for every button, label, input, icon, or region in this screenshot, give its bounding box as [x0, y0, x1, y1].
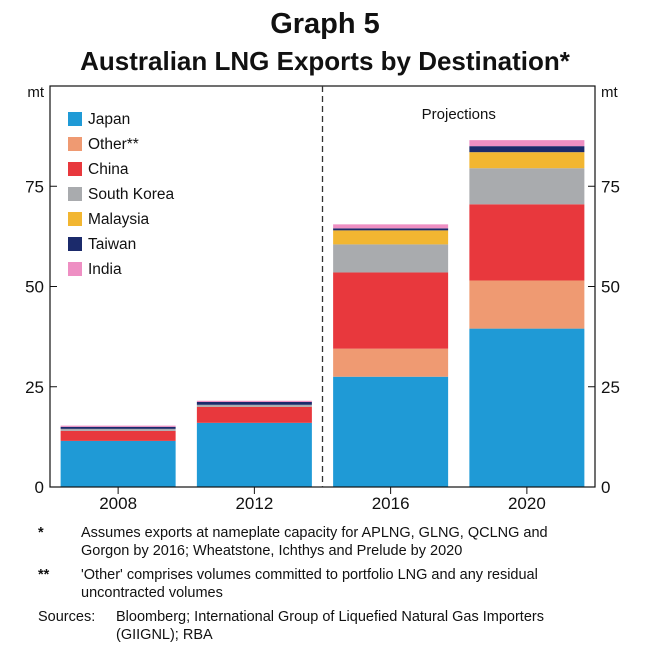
y-tick-label-right: 25 [601, 378, 620, 397]
x-tick-label: 2020 [508, 494, 546, 513]
footnote-1-mark: * [38, 525, 44, 541]
footnote-1-text: Assumes exports at nameplate capacity fo… [81, 525, 548, 559]
bar-2016-japan [333, 376, 449, 487]
bar-2016-south-korea [333, 244, 449, 273]
legend-label: Japan [88, 111, 130, 128]
bar-2016-india [333, 224, 449, 229]
legend-swatch [68, 212, 82, 226]
projections-label: Projections [422, 106, 496, 123]
y-unit-left: mt [27, 84, 44, 101]
y-tick-label-left: 75 [25, 177, 44, 196]
bar-2012-south-korea [196, 404, 312, 407]
chart-title: Australian LNG Exports by Destination* [80, 46, 570, 76]
lng-exports-chart: 2008 2012 2016 2020 Projections 0 0 25 25 50 50 75 7… [25, 84, 620, 513]
footnote-1: * Assumes exports at nameplate capacity … [38, 524, 598, 560]
bar-2016-china [333, 272, 449, 349]
bar-2020-japan [469, 328, 585, 487]
sources-text: Bloomberg; International Group of Liquef… [116, 609, 544, 643]
legend-swatch [68, 162, 82, 176]
legend-swatch [68, 137, 82, 151]
bar-2012-china [196, 406, 312, 423]
bar-2008-china [60, 430, 176, 441]
y-tick-label-left: 50 [25, 278, 44, 297]
sources: Sources: Bloomberg; International Group … [38, 608, 598, 644]
y-unit-right: mt [601, 84, 618, 101]
bar-2020-south-korea [469, 168, 585, 205]
y-tick-label-right: 75 [601, 177, 620, 196]
legend-label: Malaysia [88, 211, 150, 228]
bar-2016-other [333, 348, 449, 377]
bar-2008-taiwan [60, 426, 176, 429]
bar-2020-india [469, 140, 585, 147]
bar-2020-other [469, 280, 585, 329]
legend-swatch [68, 237, 82, 251]
bar-2008-south-korea [60, 428, 176, 431]
y-tick-label-left: 0 [35, 478, 44, 497]
footnote-2-mark: ** [38, 567, 50, 583]
legend-label: India [88, 261, 122, 278]
x-tick-label: 2016 [372, 494, 410, 513]
legend-label: China [88, 161, 129, 178]
y-tick-label-left: 25 [25, 378, 44, 397]
graph-number: Graph 5 [270, 8, 380, 40]
legend-swatch [68, 262, 82, 276]
x-tick-label: 2012 [235, 494, 273, 513]
footnotes: * Assumes exports at nameplate capacity … [38, 524, 598, 644]
bar-2020-malaysia [469, 152, 585, 169]
y-tick-label-right: 0 [601, 478, 610, 497]
bar-2012-india [196, 400, 312, 402]
bar-2020-china [469, 204, 585, 281]
footnote-2: ** 'Other' comprises volumes committed t… [38, 566, 598, 602]
y-tick-label-right: 50 [601, 278, 620, 297]
legend-label: Taiwan [88, 236, 136, 253]
x-tick-label: 2008 [99, 494, 137, 513]
legend-swatch [68, 112, 82, 126]
bar-2008-india [60, 425, 176, 427]
sources-label: Sources: [38, 609, 96, 625]
bar-2012-taiwan [196, 401, 312, 405]
bar-2020-taiwan [469, 146, 585, 153]
legend-swatch [68, 187, 82, 201]
bar-2016-malaysia [333, 230, 449, 245]
bar-2008-japan [60, 440, 176, 487]
bar-2012-japan [196, 422, 312, 487]
footnote-2-text: 'Other' comprises volumes committed to p… [81, 567, 538, 601]
legend-label: Other** [88, 136, 139, 153]
bar-2016-taiwan [333, 228, 449, 231]
legend-label: South Korea [88, 186, 175, 203]
